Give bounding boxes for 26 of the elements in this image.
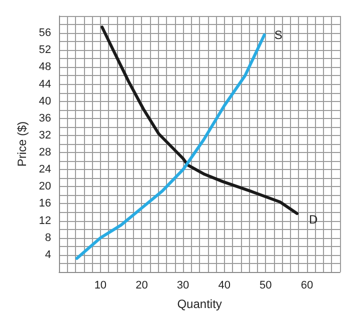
- y-tick-label: 20: [38, 180, 52, 193]
- line-series: [100, 26, 299, 216]
- series-label: S: [274, 28, 282, 42]
- y-tick-label: 4: [45, 248, 52, 261]
- y-tick-label: 44: [38, 78, 52, 90]
- x-tick-label: 50: [260, 280, 272, 292]
- y-tick-label: 48: [38, 61, 52, 74]
- y-tick-label: 16: [38, 198, 52, 210]
- y-axis-title: Price ($): [15, 121, 29, 167]
- y-tick-label: 8: [45, 232, 52, 244]
- y-tick-label: 24: [38, 164, 52, 176]
- line-series: [75, 33, 266, 260]
- y-tick-label: 32: [38, 129, 52, 142]
- x-tick-label: 20: [136, 280, 148, 292]
- x-tick-label: 40: [218, 280, 230, 292]
- x-tick-label: 30: [176, 280, 190, 292]
- x-tick-label: 60: [300, 280, 314, 292]
- y-tick-label: 52: [38, 44, 52, 56]
- y-tick-label: 28: [38, 146, 52, 159]
- y-tick-label: 36: [38, 112, 52, 124]
- x-axis-title: Quantity: [177, 297, 222, 311]
- y-tick-label: 12: [38, 214, 52, 227]
- x-tick-label: 10: [94, 280, 107, 292]
- y-tick-label: 56: [38, 27, 52, 40]
- series-label: D: [309, 212, 318, 227]
- y-tick-label: 40: [38, 95, 52, 108]
